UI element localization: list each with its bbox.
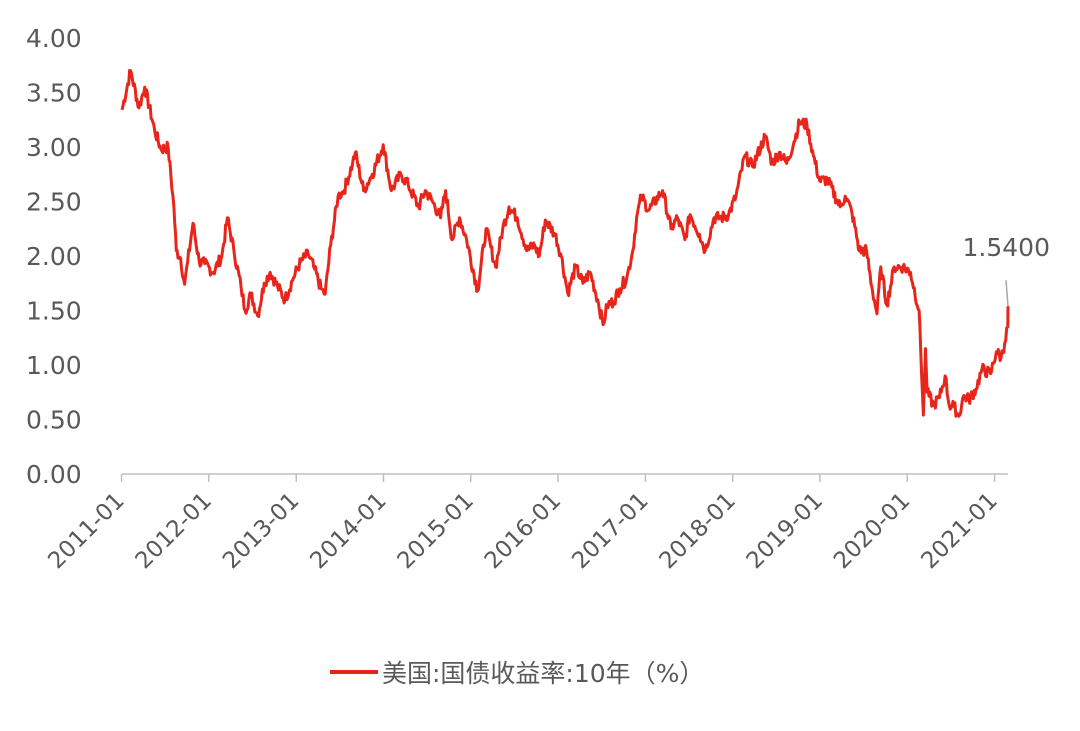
x-tick-label: 2015-01 [393,488,479,574]
y-tick-label: 2.50 [26,188,82,217]
x-tick-label: 2018-01 [655,488,741,574]
y-tick-label: 2.00 [26,242,82,271]
y-tick-label: 0.50 [26,406,82,435]
legend: 美国:国债收益率:10年（%） [330,652,704,692]
series-line [120,69,1010,418]
legend-label: 美国:国债收益率:10年（%） [382,659,705,688]
y-tick-label: 4.00 [26,24,82,53]
x-axis: 2011-01 2012-01 2013-01 2014-01 2015-01 2016-… [43,473,1008,574]
x-tick-label: 2014-01 [305,488,391,574]
y-tick-label: 3.00 [26,133,82,162]
legend-swatch [330,670,378,674]
x-tick-label: 2013-01 [218,488,304,574]
x-tick-label: 2019-01 [742,488,828,574]
x-tick-label: 2021-01 [917,488,1003,574]
y-tick-label: 3.50 [26,79,82,108]
y-tick-label: 1.50 [26,297,82,326]
y-tick-label: 0.00 [26,460,82,489]
y-tick-label: 1.00 [26,351,82,380]
x-tick-label: 2011-01 [43,488,129,574]
x-tick-label: 2012-01 [131,488,217,574]
annotation-label: 1.5400 [963,233,1050,262]
x-tick-label: 2017-01 [567,488,653,574]
x-tick-label: 2020-01 [829,488,915,574]
series-layer [120,69,1010,418]
annotation-layer: 1.5400 [963,233,1050,307]
y-axis: 0.00 0.50 1.00 1.50 2.00 2.50 3.00 3.50 4.00 [26,24,82,489]
x-tick-label: 2016-01 [480,488,566,574]
annotation-leader [1005,280,1009,307]
